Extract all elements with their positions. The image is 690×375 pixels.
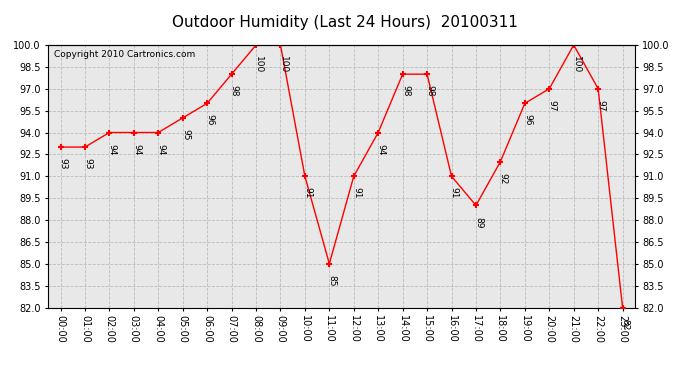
Text: 93: 93: [59, 158, 68, 170]
Text: 91: 91: [450, 188, 459, 199]
Text: 100: 100: [572, 56, 581, 74]
Text: 91: 91: [303, 188, 312, 199]
Text: 98: 98: [425, 85, 435, 97]
Text: 98: 98: [401, 85, 410, 97]
Text: 89: 89: [474, 216, 483, 228]
Text: Outdoor Humidity (Last 24 Hours)  20100311: Outdoor Humidity (Last 24 Hours) 2010031…: [172, 15, 518, 30]
Text: 94: 94: [157, 144, 166, 155]
Text: Copyright 2010 Cartronics.com: Copyright 2010 Cartronics.com: [55, 50, 195, 59]
Text: 82: 82: [621, 319, 630, 330]
Text: 94: 94: [377, 144, 386, 155]
Text: 97: 97: [548, 100, 557, 111]
Text: 100: 100: [279, 56, 288, 74]
Text: 93: 93: [83, 158, 92, 170]
Text: 94: 94: [132, 144, 141, 155]
Text: 98: 98: [230, 85, 239, 97]
Text: 92: 92: [499, 173, 508, 184]
Text: 85: 85: [328, 275, 337, 286]
Text: 94: 94: [108, 144, 117, 155]
Text: 100: 100: [255, 56, 264, 74]
Text: 96: 96: [206, 114, 215, 126]
Text: 95: 95: [181, 129, 190, 141]
Text: 91: 91: [352, 188, 361, 199]
Text: 96: 96: [523, 114, 532, 126]
Text: 97: 97: [596, 100, 605, 111]
